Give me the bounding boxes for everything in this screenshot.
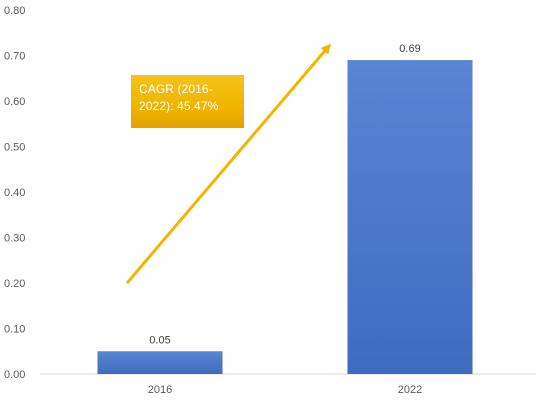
y-axis-tick-labels: 0.00 0.10 0.20 0.30 0.40 0.50 0.60 0.70 0.80 [4,5,25,381]
x-tick-label: 2022 [398,384,422,396]
bar-2016 [97,351,223,374]
data-label-2016: 0.05 [149,334,170,346]
y-tick-label: 0.50 [4,142,25,154]
cagr-arrow [125,43,331,284]
cagr-callout: CAGR (2016-2022): 45.47% [131,75,244,128]
y-tick-label: 0.40 [4,187,25,199]
y-tick-label: 0.10 [4,324,25,336]
x-axis-tick-labels: 2016 2022 [148,384,422,396]
y-tick-label: 0.20 [4,278,25,290]
bars: 0.05 0.69 [97,43,473,375]
y-tick-label: 0.80 [4,5,25,17]
bar-2022 [347,60,473,375]
y-tick-label: 0.00 [4,369,25,381]
y-tick-label: 0.60 [4,96,25,108]
data-label-2022: 0.69 [399,43,420,55]
y-tick-label: 0.70 [4,51,25,63]
y-tick-label: 0.30 [4,233,25,245]
cagr-callout-text: CAGR (2016-2022): 45.47% [139,82,219,113]
x-tick-label: 2016 [148,384,172,396]
